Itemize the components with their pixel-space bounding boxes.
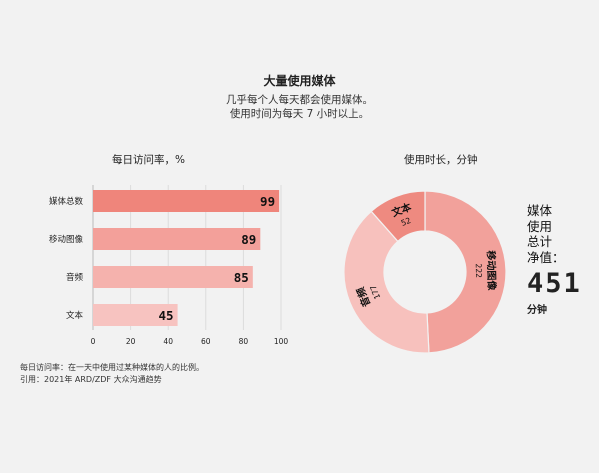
donut-segment-value-2: 52: [400, 216, 412, 228]
subtitle-line-1: 几乎每个人每天都会使用媒体。: [226, 94, 373, 106]
donut-segment-label-1: 音频: [354, 285, 374, 308]
donut-segment-value-1: 177: [368, 284, 382, 301]
x-tick-label-0: 0: [91, 337, 96, 346]
value-label-1: 89: [241, 232, 256, 247]
bar-2: [93, 266, 253, 288]
total-usage-label: 媒体 使用 总计 净值：: [527, 203, 582, 265]
donut-segment-2: [370, 190, 426, 243]
value-label-3: 45: [159, 308, 174, 323]
donut-segment-label-2: 文本: [390, 200, 414, 220]
category-label-1: 移动图像: [49, 234, 84, 245]
donut-segment-0: [424, 190, 507, 354]
x-tick-label-2: 40: [163, 337, 173, 346]
x-tick-label-4: 80: [239, 337, 249, 346]
footnote-definition: 每日访问率：在一天中使用过某种媒体的人的比例。: [20, 363, 204, 372]
value-label-2: 85: [234, 270, 249, 285]
category-label-0: 媒体总数: [49, 196, 84, 207]
footnote-source: 引用：2021年 ARD/ZDF 大众沟通趋势: [20, 375, 162, 384]
total-label-line-3: 总计: [527, 234, 553, 249]
bar-1: [93, 228, 261, 250]
subtitle-line-2: 使用时间为每天 7 小时以上。: [229, 108, 370, 120]
value-label-0: 99: [260, 194, 275, 209]
total-label-line-1: 媒体: [527, 203, 553, 218]
donut-chart-title: 使用时长，分钟: [404, 154, 478, 166]
footnotes: 每日访问率：在一天中使用过某种媒体的人的比例。 引用：2021年 ARD/ZDF…: [20, 362, 204, 386]
bar-3: [93, 304, 178, 326]
total-usage-value: 451: [527, 268, 582, 299]
total-label-line-4: 净值：: [527, 249, 565, 265]
total-label-line-2: 使用: [527, 218, 553, 234]
category-label-2: 音频: [66, 272, 84, 283]
total-usage-block: 媒体 使用 总计 净值： 451 分钟: [527, 203, 582, 316]
x-tick-label-3: 60: [201, 337, 211, 346]
bar-chart-title: 每日访问率，%: [112, 154, 185, 166]
donut-segment-label-0: 移动图像: [484, 250, 498, 291]
donut-segment-1: [343, 210, 430, 354]
category-label-3: 文本: [66, 310, 84, 321]
x-tick-label-1: 20: [126, 337, 136, 346]
donut-segment-value-0: 222: [474, 263, 483, 278]
total-usage-unit: 分钟: [527, 305, 547, 316]
bar-chart: 媒体总数 99 移动图像 89 音频 85 文本 45 0 20 40 60 80 100: [49, 185, 289, 346]
bar-0: [93, 190, 280, 212]
x-tick-label-5: 100: [274, 337, 289, 346]
page-subtitle: 几乎每个人每天都会使用媒体。 使用时间为每天 7 小时以上。: [0, 93, 599, 121]
page-title: 大量使用媒体: [263, 74, 336, 88]
